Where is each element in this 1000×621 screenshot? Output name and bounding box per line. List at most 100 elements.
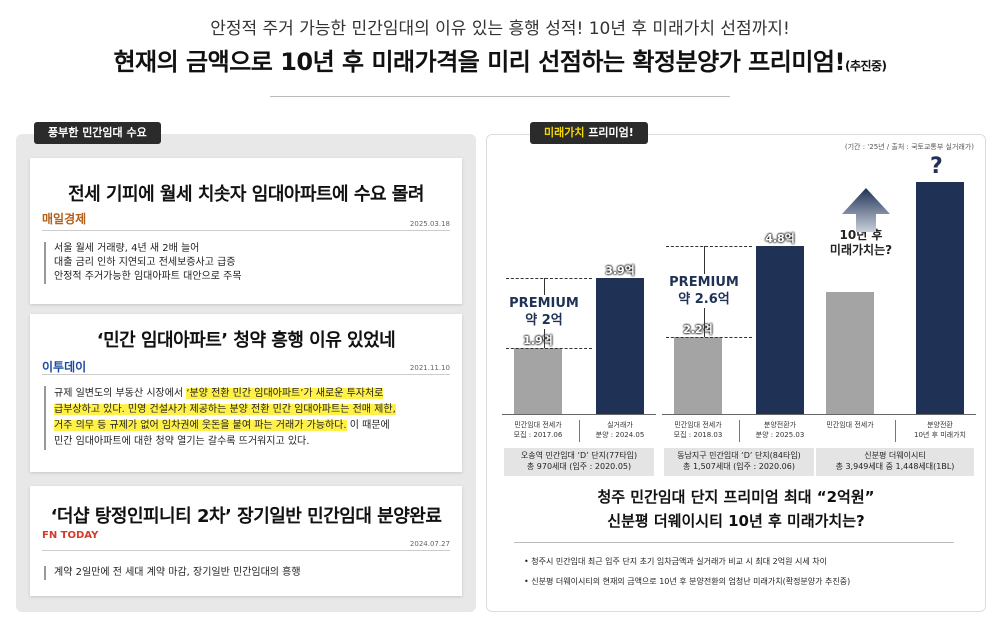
bar-axis-label-line: 분양전환가 [763,421,797,429]
bar-axis-label: 민간임대 전세가 [814,420,886,430]
bar-axis-label-line: 분양 : 2024.05 [595,431,645,439]
chart-baseline [502,414,656,415]
article-date: 2025.03.18 [409,220,450,228]
article-source: 이투데이 [42,360,87,374]
article-line: 안정적 주거가능한 임대아파트 대안으로 주목 [54,271,242,282]
article-text: 이 때문에 [346,420,390,431]
chart-source-note: (기간 : '25년 / 출처 : 국토교통부 실거래가) [844,143,974,151]
article-title: 전세 기피에 월세 치솟자 임대아파트에 수요 몰려 [68,184,424,205]
group-name-line: 신분평 더웨이시티 [864,451,926,460]
chart-bar [674,337,722,414]
premium-word: PREMIUM [669,275,739,290]
article-card-2: ‘민간 임대아파트’ 청약 흥행 이유 있었네 이투데이 2021.11.10 … [30,314,462,472]
source-divider [42,374,450,375]
article-card-1: 전세 기피에 월세 치솟자 임대아파트에 수요 몰려 매일경제 2025.03.… [30,158,462,304]
article-line: 계약 2일만에 전 세대 계약 마감, 장기일반 민간임대의 흥행 [54,567,301,578]
question-mark-icon: ? [930,154,943,179]
chart-bar [596,277,644,414]
chart-baseline [814,414,976,415]
article-date: 2021.11.10 [409,364,450,372]
bar-value-label: 1.9억 [523,333,553,347]
right-title-1: 청주 민간임대 단지 프리미엄 최대 “2억원” [597,488,875,506]
right-panel [486,134,986,612]
group-name-line: 총 3,949세대 중 1,448세대(1BL) [835,462,955,471]
article-title: ‘더샵 탕정인피니티 2차’ 장기일반 민간임대 분양완료 [50,506,442,527]
article-text: 규제 일변도의 부동산 시장에서 [54,388,187,399]
axis-separator [895,420,896,442]
article-highlight: ‘분양 전환 민간 임대아파트’가 새로운 투자처로 [186,388,384,399]
article-source: 매일경제 [42,212,87,226]
article-body: 규제 일변도의 부동산 시장에서 ‘분양 전환 민간 임대아파트’가 새로운 투… [44,386,448,450]
future-value-line: 미래가치는? [829,243,893,257]
chart-bar [514,347,562,414]
header-divider [270,96,730,97]
group-name-line: 오송역 민간임대 ‘D’ 단지(77타입) [520,451,638,460]
group-name-line: 총 1,507세대 (입주 : 2020.06) [683,462,795,471]
article-line: 거주 의무 등 규제가 없어 임차권에 웃돈을 붙여 파는 거래가 가능하다. … [54,418,448,434]
bullet-text: 신분평 더웨이시티의 현재의 금액으로 10년 후 분양전환의 엄청난 미래가치… [531,577,851,586]
bar-axis-label-line: 민간임대 전세가 [514,421,562,429]
bar-value-label: 4.8억 [765,232,795,245]
group-name-box: 오송역 민간임대 ‘D’ 단지(77타입) 총 970세대 (입주 : 2020.… [504,448,654,476]
bar-axis-label-line: 모집 : 2018.03 [673,431,723,439]
premium-label: PREMIUM 약 2.6억 [660,274,748,308]
up-arrow-icon [842,188,890,232]
chart-bar [756,246,804,414]
axis-separator [739,420,740,442]
source-divider [42,550,450,551]
bar-value-label: 2.2억 [683,323,713,336]
bar-axis-label: 분양전환 10년 후 미래가치 [904,420,976,440]
bar-axis-label-line: 민간임대 전세가 [674,421,722,429]
chart-bar [916,182,964,414]
bar-axis-label-line: 모집 : 2017.06 [513,431,563,439]
article-date: 2024.07.27 [409,540,450,548]
article-title: ‘민간 임대아파트’ 청약 흥행 이유 있었네 [96,330,396,351]
axis-separator [579,420,580,442]
header-title: 현재의 금액으로 10년 후 미래가격을 미리 선점하는 확정분양가 프리미엄!… [0,42,1000,77]
bullet-item: • 신분평 더웨이시티의 현재의 금액으로 10년 후 분양전환의 엄청난 미래… [524,577,851,586]
premium-dashed-line [506,277,592,279]
premium-label: PREMIUM 약 2억 [500,295,588,329]
article-source: FN TODAY [42,530,99,541]
right-tag-text: 프리미엄! [584,126,634,139]
premium-dashed-line [666,246,752,247]
right-divider [514,542,954,543]
bar-axis-label-line: 분양 : 2025.03 [755,431,805,439]
bar-value-label: 3.9억 [605,263,635,277]
article-line: 규제 일변도의 부동산 시장에서 ‘분양 전환 민간 임대아파트’가 새로운 투… [54,386,448,402]
article-line: 대출 금리 인하 지연되고 전세보증사고 급증 [54,257,236,268]
premium-dashed-line [506,347,592,349]
header-subtitle: 안정적 주거 가능한 민간임대의 이유 있는 흥행 성적! 10년 후 미래가치… [210,19,790,39]
group-name-line: 총 970세대 (입주 : 2020.05) [526,462,632,471]
bar-axis-label-line: 실거래가 [607,421,633,429]
premium-amount: 약 2억 [525,313,563,328]
article-highlight: 거주 의무 등 규제가 없어 임차권에 웃돈을 붙여 파는 거래가 가능하다. [54,420,347,431]
article-body: 서울 월세 거래량, 4년 새 2배 늘어 대출 금리 인하 지연되고 전세보증… [44,242,448,284]
bullet-text: 청주시 민간임대 최근 입주 단지 초기 임차금액과 실거래가 비교 시 최대 … [531,557,828,566]
chart-baseline [662,414,816,415]
premium-amount: 약 2.6억 [678,292,730,307]
article-line: 급부상하고 있다. 민영 건설사가 제공하는 분양 전환 민간 임대아파트는 전… [54,402,448,418]
article-body: 계약 2일만에 전 세대 계약 마감, 장기일반 민간임대의 흥행 [44,566,448,580]
article-line: 서울 월세 거래량, 4년 새 2배 늘어 [54,243,200,254]
bar-axis-label-line: 민간임대 전세가 [826,421,874,429]
source-divider [42,230,450,231]
left-tag: 풍부한 민간임대 수요 [34,122,161,144]
chart-bar [826,292,874,414]
bar-axis-label-line: 10년 후 미래가치 [914,431,966,439]
article-highlight: 급부상하고 있다. 민영 건설사가 제공하는 분양 전환 민간 임대아파트는 전… [54,404,396,415]
header-title-text: 현재의 금액으로 10년 후 미래가격을 미리 선점하는 확정분양가 프리미엄! [113,48,845,76]
article-card-3: ‘더샵 탕정인피니티 2차’ 장기일반 민간임대 분양완료 FN TODAY 2… [30,486,462,596]
header-title-suffix: (추진중) [844,59,887,73]
article-line: 민간 임대아파트에 대한 청약 열기는 갈수록 뜨거워지고 있다. [54,436,310,447]
bar-axis-label-line: 분양전환 [927,421,953,429]
right-title-2: 신분평 더웨이시티 10년 후 미래가치는? [607,512,865,530]
right-tag-highlight: 미래가치 [544,126,585,139]
right-tag: 미래가치 프리미엄! [530,122,648,144]
bullet-item: • 청주시 민간임대 최근 입주 단지 초기 임차금액과 실거래가 비교 시 최… [524,557,828,566]
